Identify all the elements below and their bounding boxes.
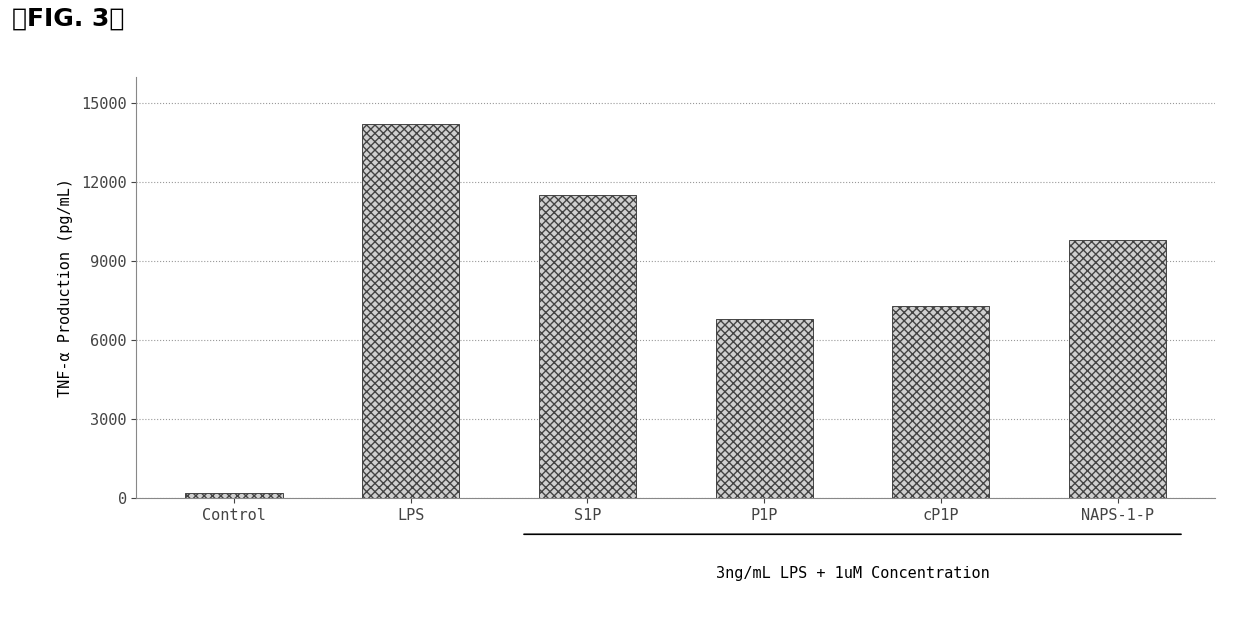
- Bar: [715, 319, 812, 498]
- Bar: [539, 196, 636, 498]
- Bar: [1069, 240, 1166, 498]
- Bar: [362, 124, 459, 498]
- Y-axis label: TNF-α Production (pg/mL): TNF-α Production (pg/mL): [58, 178, 73, 397]
- Text: 【FIG. 3】: 【FIG. 3】: [12, 6, 125, 31]
- Bar: [186, 493, 283, 498]
- Bar: [893, 306, 990, 498]
- Text: 3ng/mL LPS + 1uM Concentration: 3ng/mL LPS + 1uM Concentration: [715, 566, 990, 581]
